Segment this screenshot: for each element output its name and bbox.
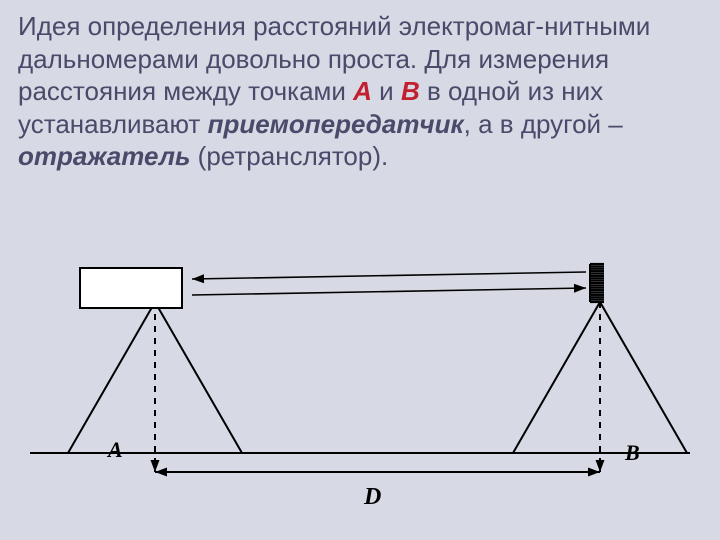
distance-d-label: D — [364, 484, 381, 511]
term-text: отражатель — [18, 141, 190, 171]
body-text: и — [372, 76, 401, 106]
left-tripod-leg — [155, 302, 242, 453]
right-tripod-leg — [513, 302, 600, 453]
dimension-arrow-left — [155, 468, 167, 477]
dimension-arrow-right — [588, 468, 600, 477]
beam-return — [192, 272, 586, 279]
description-paragraph: Идея определения расстояний электромаг-н… — [18, 10, 702, 173]
point-a-label: A — [108, 437, 123, 463]
right-tripod-leg — [600, 302, 687, 453]
highlight-text: А — [353, 76, 372, 106]
body-text: (ретранслятор). — [190, 141, 388, 171]
term-text: приемопередатчик — [208, 109, 464, 139]
beam-outgoing — [192, 288, 586, 295]
point-b-label: B — [625, 440, 640, 466]
left-plumb-arrow — [151, 460, 160, 472]
transceiver-box — [80, 268, 182, 308]
beam-outgoing-arrow — [574, 284, 586, 293]
right-plumb-arrow — [596, 460, 605, 472]
left-tripod-leg — [68, 302, 155, 453]
beam-return-arrow — [192, 274, 204, 283]
body-text: , а в другой – — [464, 109, 630, 139]
highlight-text: В — [401, 76, 420, 106]
rangefinder-diagram: A B D — [10, 240, 710, 530]
